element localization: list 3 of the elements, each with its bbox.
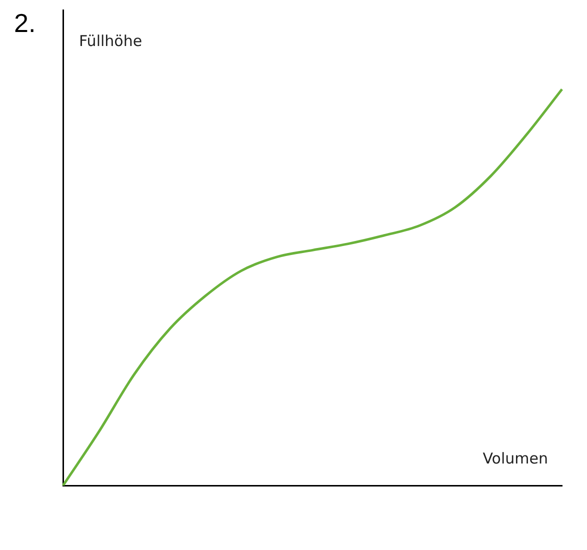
x-axis-title: Volumen — [482, 449, 548, 468]
y-axis-title: Füllhöhe — [79, 32, 142, 50]
text: 2. — [14, 8, 36, 38]
